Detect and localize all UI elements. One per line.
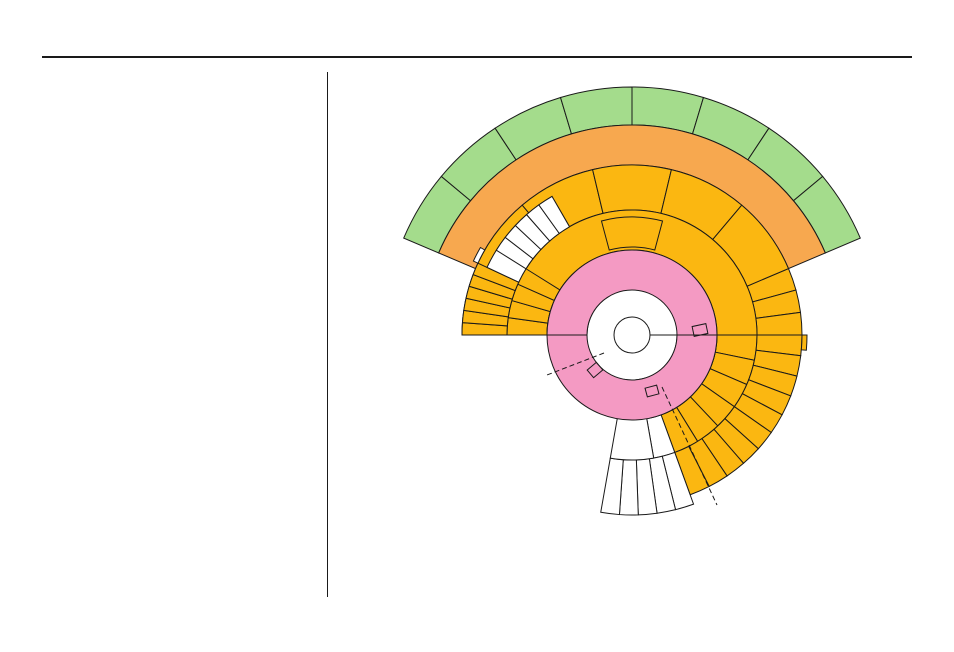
marker-rect-left [586, 361, 604, 379]
top-rule [42, 56, 912, 58]
marker-rect-bottom [644, 384, 660, 398]
left-white-tip-33 [472, 246, 486, 264]
amber-upper-mid-18 [592, 164, 672, 215]
sunburst-overlays [546, 316, 718, 506]
left-panel [42, 72, 312, 597]
pink-lower-66 [546, 334, 718, 421]
bottom-white-64 [600, 457, 624, 516]
sunburst-svg [403, 86, 861, 516]
center-hole [613, 316, 651, 354]
right-amber-tip-57 [800, 334, 808, 351]
dashed-leader-left [546, 352, 605, 376]
amber-bracket-22 [600, 216, 664, 251]
dashed-leader-right [661, 386, 718, 506]
left-white-split-39 [538, 195, 571, 235]
vertical-divider [327, 72, 328, 597]
sunburst-diagram [330, 60, 950, 620]
pink-upper-67 [546, 249, 718, 336]
sunburst-segments [403, 86, 861, 516]
marker-rect-right [691, 323, 709, 337]
